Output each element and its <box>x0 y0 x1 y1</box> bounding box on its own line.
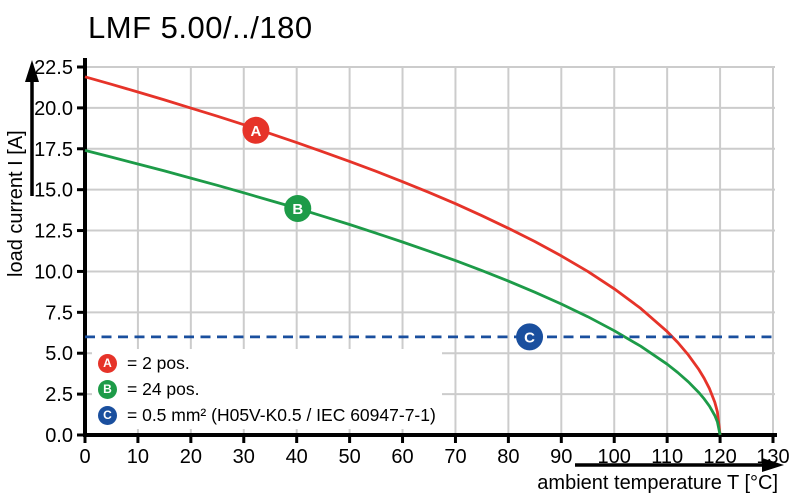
marker-letter-b: B <box>292 201 303 218</box>
x-tick-label: 10 <box>127 446 149 468</box>
x-axis-arrow-icon <box>575 458 784 472</box>
curve-markers: A B C <box>242 116 544 351</box>
x-tick-label: 120 <box>703 446 736 468</box>
y-tick-label: 12.5 <box>34 221 73 243</box>
axes <box>77 58 777 443</box>
marker-letter-a: A <box>251 123 262 140</box>
x-tick-label: 70 <box>444 446 466 468</box>
curves <box>84 75 773 436</box>
marker-circle-c <box>516 323 544 351</box>
y-tick-label: 2.5 <box>45 384 73 406</box>
x-tick-label: 0 <box>79 446 90 468</box>
legend-item-c: C = 0.5 mm² (H05V-K0.5 / IEC 60947-7-1) <box>98 402 436 428</box>
marker-c: C <box>516 323 544 351</box>
legend-label-a: = 2 pos. <box>127 352 190 373</box>
y-tick-label: 5.0 <box>45 343 73 365</box>
legend-label-c: = 0.5 mm² (H05V-K0.5 / IEC 60947-7-1) <box>127 404 436 425</box>
legend: A = 2 pos. B = 24 pos. C = 0.5 mm² (H05V-K0.5… <box>92 349 442 429</box>
x-tick-label: 110 <box>651 446 683 468</box>
y-tick-label: 7.5 <box>45 302 73 324</box>
x-tick-label: 30 <box>233 446 255 468</box>
y-tick-label: 10.0 <box>34 261 73 283</box>
x-tick-label: 100 <box>598 446 631 468</box>
x-tick-label: 50 <box>338 446 360 468</box>
x-tick-label: 60 <box>391 446 413 468</box>
marker-circle-a <box>242 116 270 144</box>
x-tick-label: 40 <box>286 446 308 468</box>
y-tick-label: 15.0 <box>34 180 73 202</box>
x-tick-label: 90 <box>550 446 572 468</box>
y-tick-label: 17.5 <box>34 139 73 161</box>
marker-circle-b <box>284 194 312 222</box>
marker-letter-c: C <box>524 329 535 346</box>
y-tick-label: 0.0 <box>45 425 73 447</box>
y-tick-label: 20.0 <box>34 98 73 120</box>
legend-bullet-c: C <box>98 405 117 425</box>
tick-labels: 0 10 20 30 40 50 60 70 80 90 100 110 120 1300.02.55.0… <box>34 57 790 468</box>
legend-label-b: = 24 pos. <box>127 378 200 399</box>
x-tick-label: 80 <box>497 446 519 468</box>
curve-a <box>84 75 722 436</box>
x-axis-label: ambient temperature T [°C] <box>537 472 778 494</box>
x-tick-label: 20 <box>180 446 202 468</box>
y-axis-label: load current I [A] <box>5 130 27 277</box>
y-axis-arrow-icon <box>25 60 39 196</box>
marker-b: B <box>284 194 312 222</box>
y-tick-label: 22.5 <box>34 57 73 79</box>
legend-bullet-a: A <box>98 353 117 373</box>
legend-item-b: B = 24 pos. <box>98 376 436 402</box>
legend-item-a: A = 2 pos. <box>98 350 436 376</box>
chart-title: LMF 5.00/../180 <box>88 10 313 45</box>
legend-bullet-b: B <box>98 379 117 399</box>
marker-a: A <box>242 116 270 144</box>
curve-b <box>84 149 722 436</box>
